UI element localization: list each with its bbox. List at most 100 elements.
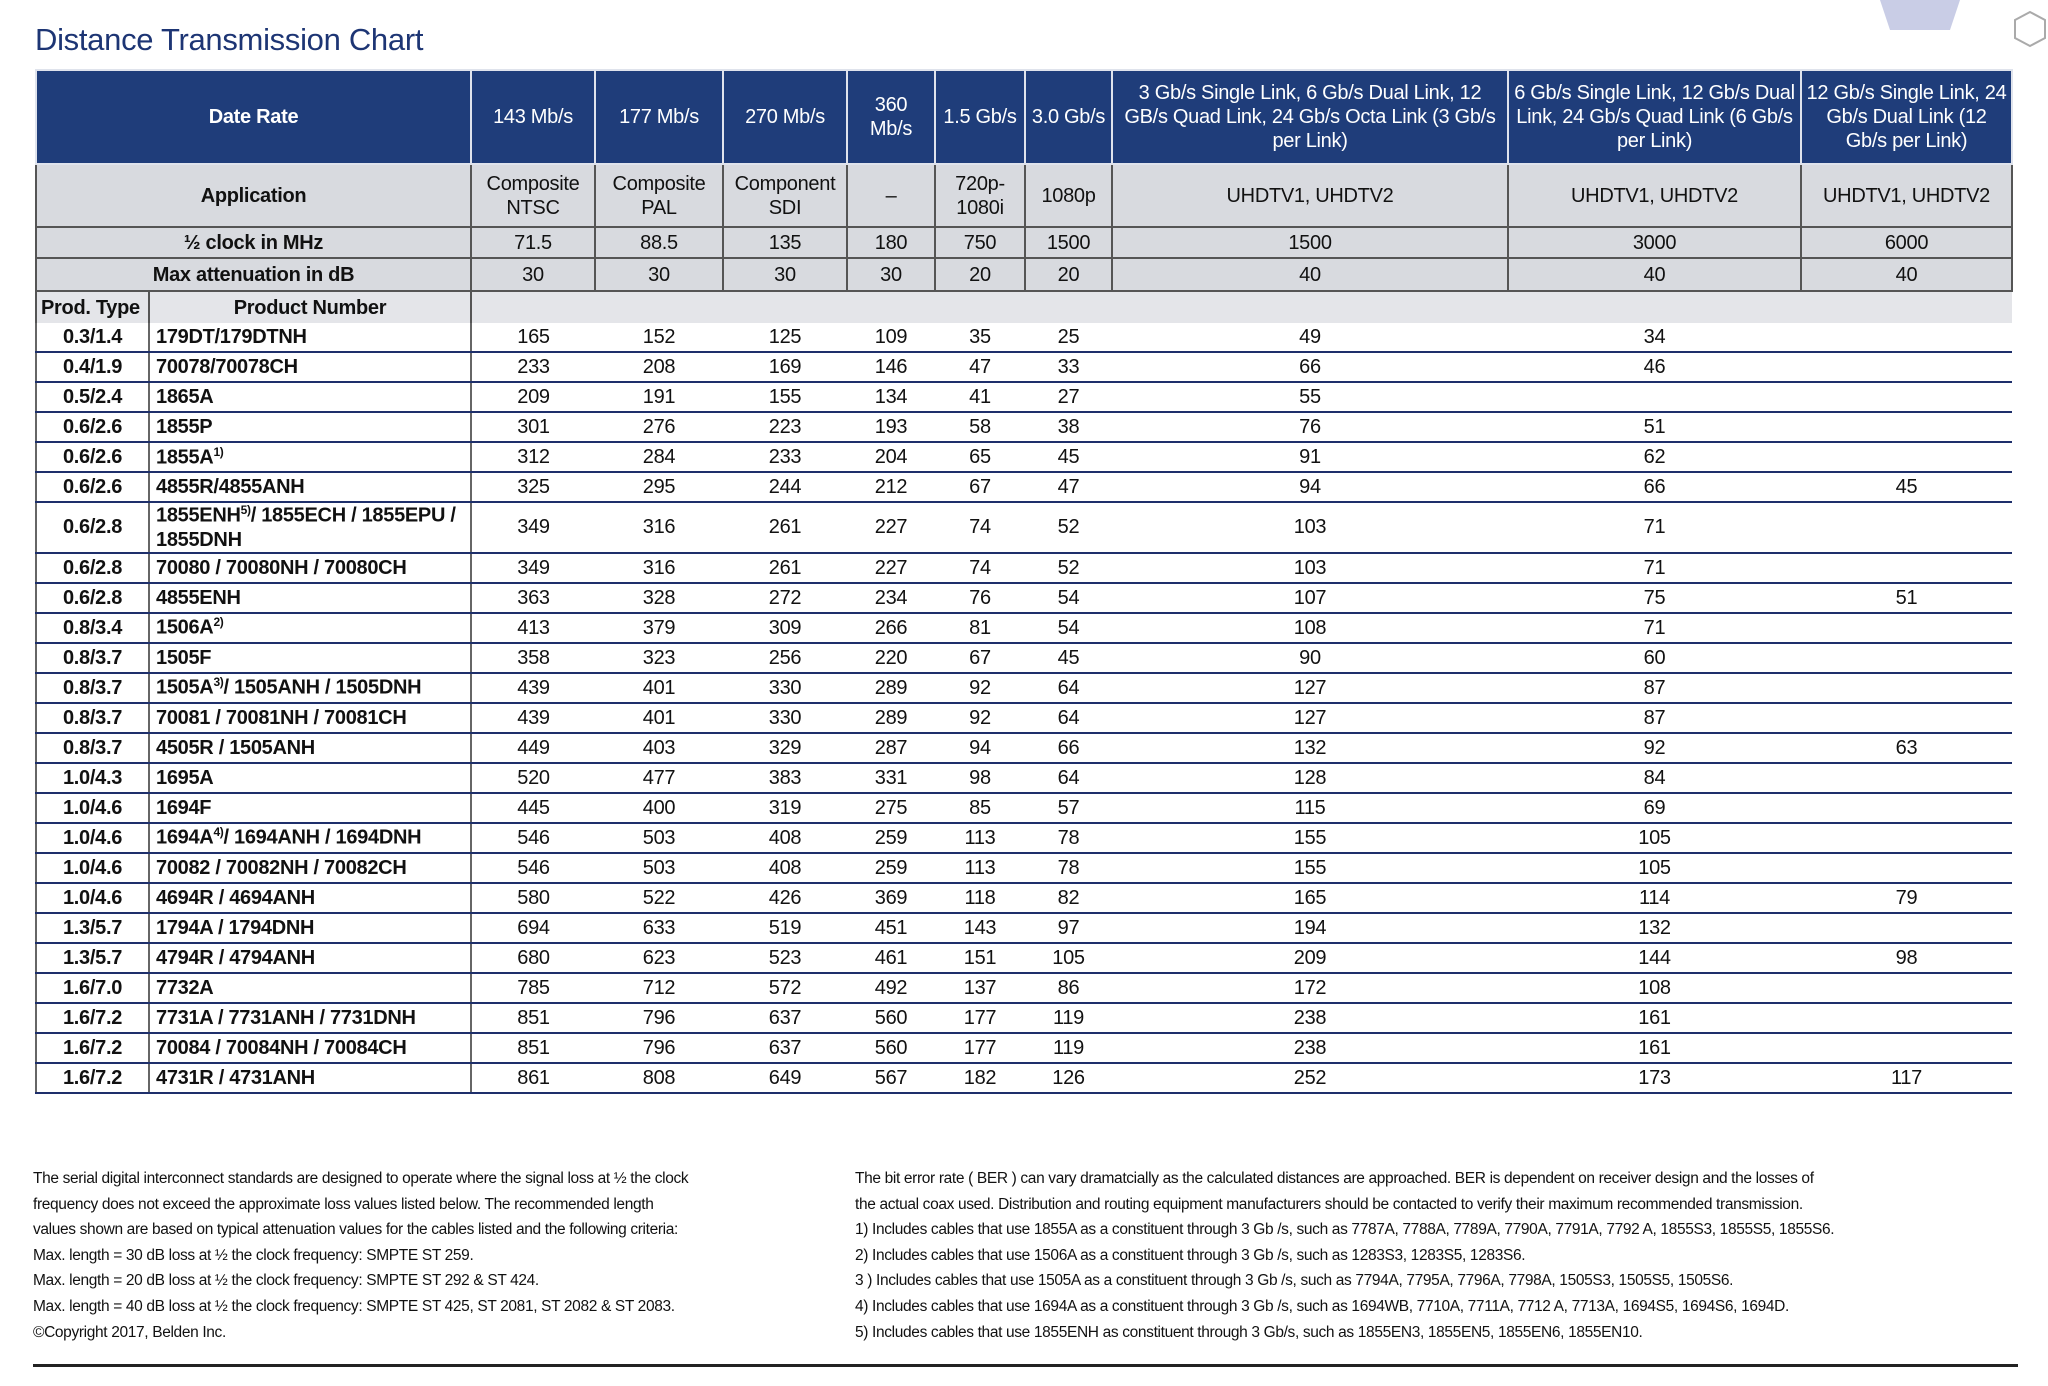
distance-cell: 64 bbox=[1025, 702, 1112, 734]
data-row: 1.6/7.2 70084 / 70084NH / 70084CH 851 796 63… bbox=[35, 1032, 2012, 1064]
product: 1695A bbox=[156, 766, 214, 789]
distance-cell: 233 bbox=[723, 442, 847, 473]
empty-cell bbox=[1801, 852, 2012, 884]
distance-cell: 47 bbox=[935, 352, 1025, 383]
row-label: Max attenuation in dB bbox=[35, 257, 472, 292]
distance-cell: 461 bbox=[847, 942, 935, 974]
distance-cell: 194 bbox=[1112, 912, 1508, 944]
prod-type: 1.0/4.6 bbox=[35, 852, 150, 884]
distance-cell: 637 bbox=[723, 1002, 847, 1034]
distance-cell: 212 bbox=[847, 472, 935, 503]
distance-cell: 97 bbox=[1025, 912, 1112, 944]
distance-cell: 127 bbox=[1112, 672, 1508, 704]
distance-cell: 349 bbox=[471, 552, 595, 584]
empty-cell bbox=[1801, 442, 2012, 473]
product: 4855ENH bbox=[156, 586, 241, 609]
distance-cell: 134 bbox=[847, 382, 935, 413]
empty-cell bbox=[1801, 822, 2012, 854]
distance-cell: 439 bbox=[471, 672, 595, 704]
header-cell: 20 bbox=[934, 257, 1026, 292]
header-cell: 143 Mb/s bbox=[470, 69, 596, 165]
distance-cell: 45 bbox=[1025, 642, 1112, 674]
header-cell: 12 Gb/s Single Link, 24 Gb/s Dual Link (… bbox=[1800, 69, 2013, 165]
product-number: 4505R / 1505ANH bbox=[149, 732, 472, 764]
distance-cell: 78 bbox=[1025, 852, 1112, 884]
distance-cell: 259 bbox=[847, 852, 935, 884]
distance-cell: 330 bbox=[723, 672, 847, 704]
distance-cell: 204 bbox=[847, 442, 935, 473]
product-number: 1794A / 1794DNH bbox=[149, 912, 472, 944]
prod-type: 0.6/2.8 bbox=[35, 502, 150, 554]
prod-type: 0.8/3.4 bbox=[35, 612, 150, 644]
footnote-ref: 2) bbox=[213, 615, 224, 630]
distance-cell: 560 bbox=[847, 1002, 935, 1034]
distance-cell: 92 bbox=[935, 702, 1025, 734]
header-cell: 30 bbox=[470, 257, 596, 292]
distance-cell: 694 bbox=[471, 912, 595, 944]
product: 1855A bbox=[156, 446, 214, 469]
header-cell: UHDTV1, UHDTV2 bbox=[1507, 163, 1802, 228]
distance-cell: 289 bbox=[847, 702, 935, 734]
footnote-ref: 5) bbox=[240, 503, 251, 517]
footer-line: the actual coax used. Distribution and r… bbox=[855, 1195, 1803, 1213]
product-suffix: / 1694ANH / 1694DNH bbox=[223, 826, 422, 849]
product-number: 1695A bbox=[149, 762, 472, 794]
column-header: Prod. Type bbox=[35, 291, 150, 323]
footer-line: 5) Includes cables that use 1855ENH as c… bbox=[855, 1323, 1643, 1341]
distance-cell: 349 bbox=[471, 502, 595, 554]
product: 70078/70078CH bbox=[156, 356, 298, 378]
footer-line: Max. length = 30 dB loss at ½ the clock … bbox=[33, 1246, 474, 1264]
distance-cell: 67 bbox=[935, 642, 1025, 674]
prod-type: 0.4/1.9 bbox=[35, 352, 150, 383]
footer-line: The bit error rate ( BER ) can vary dram… bbox=[855, 1170, 1814, 1187]
distance-cell: 165 bbox=[471, 323, 595, 353]
distance-cell: 287 bbox=[847, 732, 935, 764]
distance-cell: 177 bbox=[935, 1002, 1025, 1034]
header-cell: 135 bbox=[722, 226, 848, 259]
product-number: 4694R / 4694ANH bbox=[149, 882, 472, 914]
distance-cell: 108 bbox=[1112, 612, 1508, 644]
row-label: ½ clock in MHz bbox=[35, 226, 472, 259]
empty-cell bbox=[1801, 502, 2012, 554]
distance-cell: 289 bbox=[847, 672, 935, 704]
distance-cell: 57 bbox=[1025, 792, 1112, 824]
distance-cell: 309 bbox=[723, 612, 847, 644]
header-cell: UHDTV1, UHDTV2 bbox=[1111, 163, 1509, 228]
data-row: 0.6/2.8 4855ENH 363 328 272 234 76 54 107 75 51 bbox=[35, 582, 2012, 614]
empty-cell bbox=[1801, 412, 2012, 443]
product: 4855R/4855ANH bbox=[156, 476, 305, 498]
distance-cell: 45 bbox=[1025, 442, 1112, 473]
data-row: 0.5/2.4 1865A 209 191 155 134 41 27 55 bbox=[35, 382, 2012, 413]
distance-cell: 173 bbox=[1508, 1062, 1801, 1094]
product: 179DT/179DTNH bbox=[156, 326, 307, 348]
distance-cell: 128 bbox=[1112, 762, 1508, 794]
distance-cell: 567 bbox=[847, 1062, 935, 1094]
data-row: 1.0/4.3 1695A 520 477 383 331 98 64 128 84 bbox=[35, 762, 2012, 794]
empty-cell bbox=[1508, 382, 1801, 413]
distance-cell: 165 bbox=[1112, 882, 1508, 914]
product: 1855P bbox=[156, 416, 213, 438]
header-cell: 360 Mb/s bbox=[846, 69, 936, 165]
distance-cell: 275 bbox=[847, 792, 935, 824]
distance-cell: 413 bbox=[471, 612, 595, 644]
empty-cell bbox=[1801, 552, 2012, 584]
product-number: 1865A bbox=[149, 382, 472, 413]
empty-cell bbox=[1801, 612, 2012, 644]
distance-cell: 191 bbox=[595, 382, 723, 413]
distance-cell: 169 bbox=[723, 352, 847, 383]
prod-type: 0.5/2.4 bbox=[35, 382, 150, 413]
data-row: 0.6/2.6 1855A1) 312 284 233 204 65 45 91 62 bbox=[35, 442, 2012, 473]
distance-cell: 132 bbox=[1508, 912, 1801, 944]
header-row: Max attenuation in dB 30 30 30 30 20 20 40 40 40 bbox=[35, 257, 2013, 292]
distance-cell: 182 bbox=[935, 1062, 1025, 1094]
distance-cell: 69 bbox=[1508, 792, 1801, 824]
footer-line: 2) Includes cables that use 1506A as a c… bbox=[855, 1246, 1526, 1264]
distance-cell: 52 bbox=[1025, 502, 1112, 554]
distance-cell: 71 bbox=[1508, 612, 1801, 644]
data-row: 0.6/2.6 4855R/4855ANH 325 295 244 212 67 47 94 66… bbox=[35, 472, 2012, 503]
header-cell: 30 bbox=[722, 257, 848, 292]
distance-cell: 208 bbox=[595, 352, 723, 383]
header-cell: 177 Mb/s bbox=[594, 69, 724, 165]
header-cell: 1080p bbox=[1024, 163, 1113, 228]
footer-line: 4) Includes cables that use 1694A as a c… bbox=[855, 1297, 1789, 1315]
